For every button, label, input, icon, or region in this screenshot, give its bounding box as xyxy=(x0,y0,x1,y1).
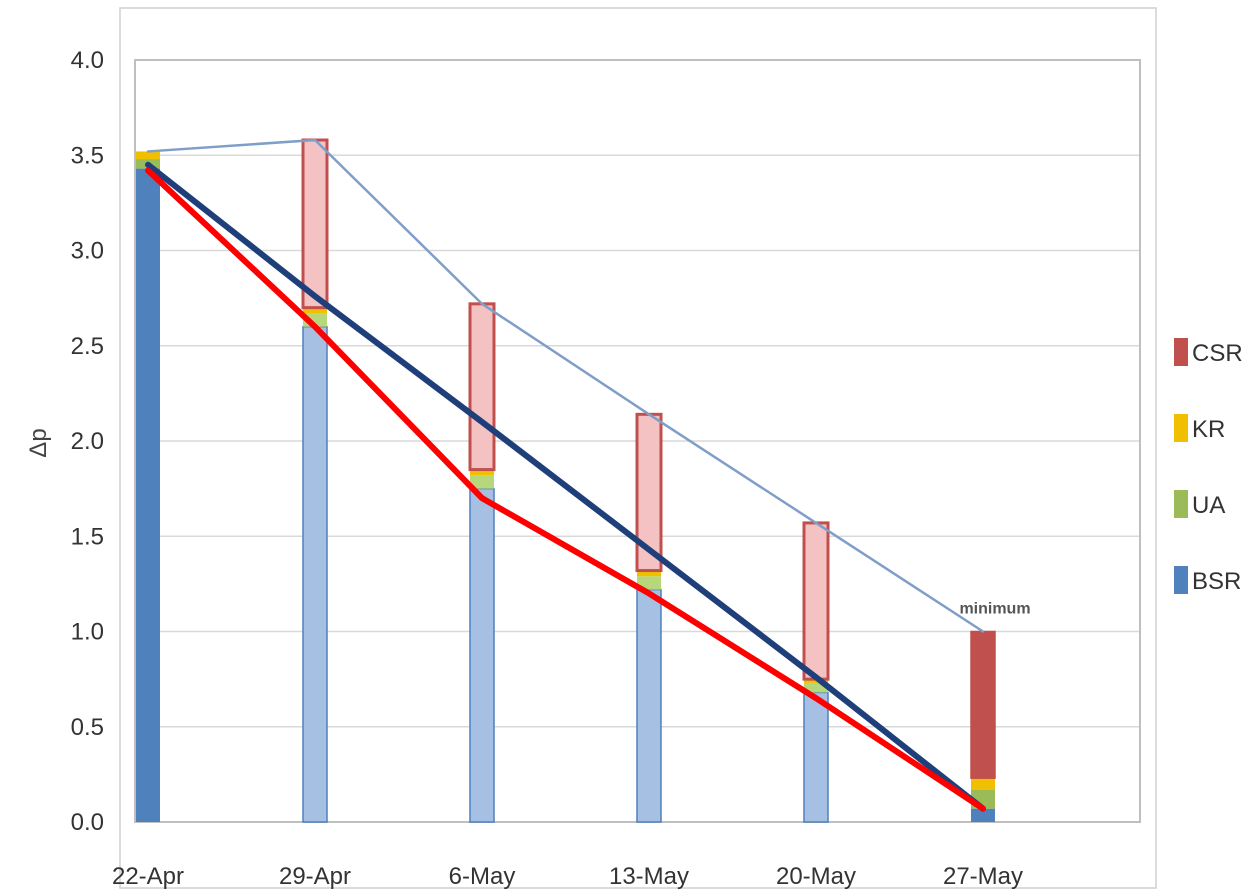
bar-csr xyxy=(301,138,329,310)
bar-bsr xyxy=(803,691,829,823)
chart-frame xyxy=(119,7,1157,889)
trend-line-blue xyxy=(145,161,986,812)
legend-label-csr: CSR xyxy=(1192,340,1243,367)
y-tick-label: 0.0 xyxy=(71,809,104,836)
bar-kr xyxy=(470,469,494,476)
legend: CSR KR UA BSR xyxy=(1174,338,1243,595)
x-tick-label: 6-May xyxy=(449,863,516,890)
bar-ua xyxy=(804,682,828,693)
trend-line-red xyxy=(145,167,986,812)
bar-csr xyxy=(468,302,496,472)
bar-bsr xyxy=(302,325,328,823)
bar-ua xyxy=(637,576,661,590)
y-tick-label: 2.5 xyxy=(71,333,104,360)
x-tick-label: 13-May xyxy=(609,863,689,890)
y-tick-label: 1.5 xyxy=(71,523,104,550)
legend-label-ua: UA xyxy=(1192,492,1225,519)
x-tick-label: 20-May xyxy=(776,863,856,890)
bar-kr xyxy=(303,307,327,314)
x-tick-label: 27-May xyxy=(943,863,1023,890)
y-tick-label: 3.5 xyxy=(71,142,104,169)
bars xyxy=(136,138,996,823)
trend-lines xyxy=(145,138,986,812)
minimum-annotation: minimum xyxy=(959,601,1030,618)
legend-swatch-kr xyxy=(1174,414,1188,442)
y-tick-label: 3.0 xyxy=(71,238,104,265)
bar-bsr xyxy=(636,588,662,823)
bar-bsr xyxy=(971,808,995,822)
legend-label-kr: KR xyxy=(1192,416,1225,443)
y-tick-label: 1.0 xyxy=(71,619,104,646)
legend-swatch-bsr xyxy=(1174,566,1188,594)
bar-kr xyxy=(136,151,160,160)
legend-swatch-csr xyxy=(1174,338,1188,366)
x-axis-ticks: 22-Apr 29-Apr 6-May 13-May 20-May 27-May xyxy=(112,863,1023,890)
legend-label-bsr: BSR xyxy=(1192,568,1241,595)
y-tick-label: 0.5 xyxy=(71,714,104,741)
bar-kr xyxy=(637,570,661,577)
bar-csr xyxy=(970,630,996,779)
bar-bsr xyxy=(469,487,495,823)
y-tick-label: 4.0 xyxy=(71,47,104,74)
bar-ua xyxy=(470,475,494,489)
y-tick-label: 2.0 xyxy=(71,428,104,455)
bar-bsr xyxy=(136,168,160,822)
x-tick-label: 22-Apr xyxy=(112,863,184,890)
bar-kr xyxy=(971,778,995,790)
y-axis-ticks: 0.0 0.5 1.0 1.5 2.0 2.5 3.0 3.5 4.0 xyxy=(71,47,104,836)
x-tick-label: 29-Apr xyxy=(279,863,351,890)
bar-csr xyxy=(802,521,830,681)
legend-swatch-ua xyxy=(1174,490,1188,518)
y-axis-label: Δp xyxy=(25,428,52,457)
upper-envelope-line xyxy=(146,138,985,633)
